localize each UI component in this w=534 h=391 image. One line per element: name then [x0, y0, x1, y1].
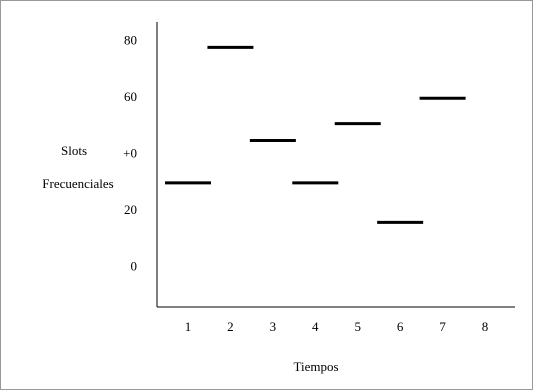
y-axis-label: Slots [61, 143, 87, 158]
y-tick-label: 80 [124, 33, 137, 48]
x-tick-label: 7 [439, 319, 446, 334]
y-tick-label: 60 [124, 89, 137, 104]
x-tick-label: 4 [312, 319, 319, 334]
y-tick-label: +0 [123, 146, 137, 161]
y-axis-label: Frecuenciales [42, 176, 113, 191]
x-tick-label: 6 [397, 319, 404, 334]
x-tick-label: 2 [227, 319, 234, 334]
x-axis-label: Tiempos [293, 359, 338, 374]
x-tick-label: 8 [482, 319, 489, 334]
y-tick-label: 20 [124, 202, 137, 217]
x-tick-label: 3 [270, 319, 277, 334]
x-tick-label: 1 [185, 319, 192, 334]
y-tick-label: 0 [131, 258, 138, 273]
x-tick-label: 5 [354, 319, 361, 334]
